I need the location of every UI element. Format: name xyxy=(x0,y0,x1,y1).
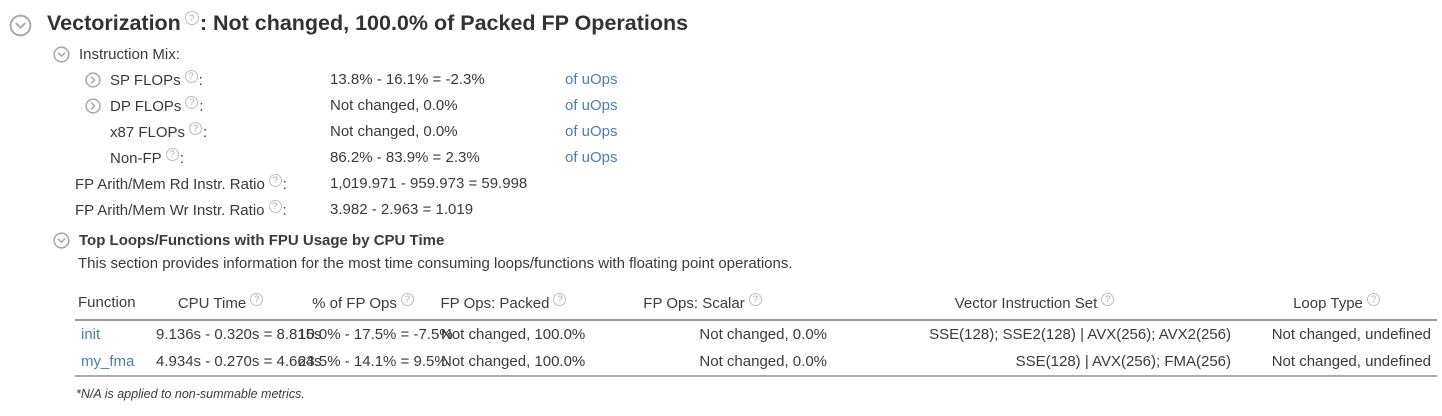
expand-row-icon[interactable] xyxy=(85,71,110,88)
metric-label: DP FLOPs?: xyxy=(110,95,204,115)
metric-label: FP Arith/Mem Wr Instr. Ratio?: xyxy=(75,199,287,219)
help-icon[interactable]: ? xyxy=(189,121,203,135)
help-icon[interactable]: ? xyxy=(184,11,199,25)
section-description: This section provides information for th… xyxy=(78,255,793,272)
cpu-time-cell: 4.934s - 0.270s = 4.664s xyxy=(156,353,322,370)
help-icon[interactable]: ? xyxy=(250,293,264,306)
fp-ops-scalar-cell: Not changed, 0.0% xyxy=(699,326,827,343)
help-icon[interactable]: ? xyxy=(1101,293,1115,306)
collapse-section-icon[interactable] xyxy=(9,14,32,37)
help-icon[interactable]: ? xyxy=(553,293,567,306)
metric-value: 86.2% - 83.9% = 2.3% xyxy=(330,148,480,166)
metric-label: FP Arith/Mem Rd Instr. Ratio?: xyxy=(75,173,287,193)
column-header-loop-type: Loop Type? xyxy=(1237,289,1437,320)
top-loops-title: Top Loops/Functions with FPU Usage by CP… xyxy=(79,231,445,249)
page-title-name: Vectorization xyxy=(47,11,181,35)
page-title: Vectorization?: Not changed, 100.0% of P… xyxy=(47,11,688,36)
ratio-row-wr: FP Arith/Mem Wr Instr. Ratio?: 3.982 - 2… xyxy=(75,196,1442,222)
of-uops-link[interactable]: of uOps xyxy=(565,122,618,140)
loop-type-cell: Not changed, undefined xyxy=(1271,353,1431,370)
page-title-summary: : Not changed, 100.0% of Packed FP Opera… xyxy=(199,11,689,35)
of-uops-link[interactable]: of uOps xyxy=(565,96,618,114)
column-header-fp-ops-packed: FP Ops: Packed? xyxy=(435,289,573,320)
help-icon[interactable]: ? xyxy=(165,147,179,161)
metric-label: SP FLOPs?: xyxy=(110,69,203,89)
table-row: init 9.136s - 0.320s = 8.815s 10.0% - 17… xyxy=(75,320,1437,348)
vectorization-header: Vectorization?: Not changed, 100.0% of P… xyxy=(0,0,1442,37)
vector-isa-cell: SSE(128) | AVX(256); FMA(256) xyxy=(1015,353,1231,370)
instruction-mix-rows: SP FLOPs?: 13.8% - 16.1% = -2.3% of uOps… xyxy=(85,66,1442,170)
metric-value: 1,019.971 - 959.973 = 59.998 xyxy=(330,174,528,192)
cpu-time-cell: 9.136s - 0.320s = 8.815s xyxy=(156,326,322,343)
vector-isa-cell: SSE(128); SSE2(128) | AVX(256); AVX2(256… xyxy=(929,326,1231,343)
help-icon[interactable]: ? xyxy=(184,69,198,83)
help-icon[interactable]: ? xyxy=(268,173,282,187)
metric-value: Not changed, 0.0% xyxy=(330,122,458,140)
pct-fp-ops-cell: 10.0% - 17.5% = -7.5% xyxy=(298,326,453,343)
fp-ops-scalar-cell: Not changed, 0.0% xyxy=(699,353,827,370)
function-link[interactable]: init xyxy=(81,326,101,343)
table-footnote: *N/A is applied to non-summable metrics. xyxy=(76,387,305,401)
column-header-pct-fp-ops: % of FP Ops? xyxy=(292,289,435,320)
mix-row-dp-flops: DP FLOPs?: Not changed, 0.0% of uOps xyxy=(85,92,1442,118)
fp-ops-packed-cell: Not changed, 100.0% xyxy=(441,353,586,370)
metric-value: Not changed, 0.0% xyxy=(330,96,458,114)
of-uops-link[interactable]: of uOps xyxy=(565,148,618,166)
loop-type-cell: Not changed, undefined xyxy=(1271,326,1431,343)
top-loops-heading: Top Loops/Functions with FPU Usage by CP… xyxy=(53,228,1442,252)
function-link[interactable]: my_fma xyxy=(81,353,135,370)
collapse-section-icon[interactable] xyxy=(53,45,70,63)
ratio-rows: FP Arith/Mem Rd Instr. Ratio?: 1,019.971… xyxy=(75,170,1442,222)
metric-value: 13.8% - 16.1% = -2.3% xyxy=(330,70,485,88)
metric-label: Non-FP?: xyxy=(110,147,184,167)
help-icon[interactable]: ? xyxy=(400,293,414,306)
metric-label: x87 FLOPs?: xyxy=(110,121,208,141)
expand-row-icon[interactable] xyxy=(85,97,110,114)
column-header-vector-isa: Vector Instruction Set? xyxy=(833,289,1237,320)
help-icon[interactable]: ? xyxy=(748,293,762,306)
mix-row-sp-flops: SP FLOPs?: 13.8% - 16.1% = -2.3% of uOps xyxy=(85,66,1442,92)
fp-ops-packed-cell: Not changed, 100.0% xyxy=(441,326,586,343)
collapse-section-icon[interactable] xyxy=(53,231,70,249)
metric-value: 3.982 - 2.963 = 1.019 xyxy=(330,200,474,218)
column-header-function: Function xyxy=(78,294,136,311)
pct-fp-ops-cell: 23.5% - 14.1% = 9.5% xyxy=(298,353,448,370)
instruction-mix-title: Instruction Mix: xyxy=(79,45,180,63)
instruction-mix-heading: Instruction Mix: xyxy=(53,42,1442,66)
help-icon[interactable]: ? xyxy=(185,95,199,109)
column-header-cpu-time: CPU Time? xyxy=(150,289,292,320)
help-icon[interactable]: ? xyxy=(268,199,282,213)
table-row: my_fma 4.934s - 0.270s = 4.664s 23.5% - … xyxy=(75,348,1437,376)
fpu-usage-table: Function CPU Time? % of FP Ops? FP Ops: … xyxy=(75,289,1437,377)
column-header-fp-ops-scalar: FP Ops: Scalar? xyxy=(573,289,833,320)
mix-row-x87-flops: x87 FLOPs?: Not changed, 0.0% of uOps xyxy=(85,118,1442,144)
table-header-row: Function CPU Time? % of FP Ops? FP Ops: … xyxy=(75,289,1437,320)
of-uops-link[interactable]: of uOps xyxy=(565,70,618,88)
help-icon[interactable]: ? xyxy=(1366,293,1380,306)
ratio-row-rd: FP Arith/Mem Rd Instr. Ratio?: 1,019.971… xyxy=(75,170,1442,196)
mix-row-non-fp: Non-FP?: 86.2% - 83.9% = 2.3% of uOps xyxy=(85,144,1442,170)
